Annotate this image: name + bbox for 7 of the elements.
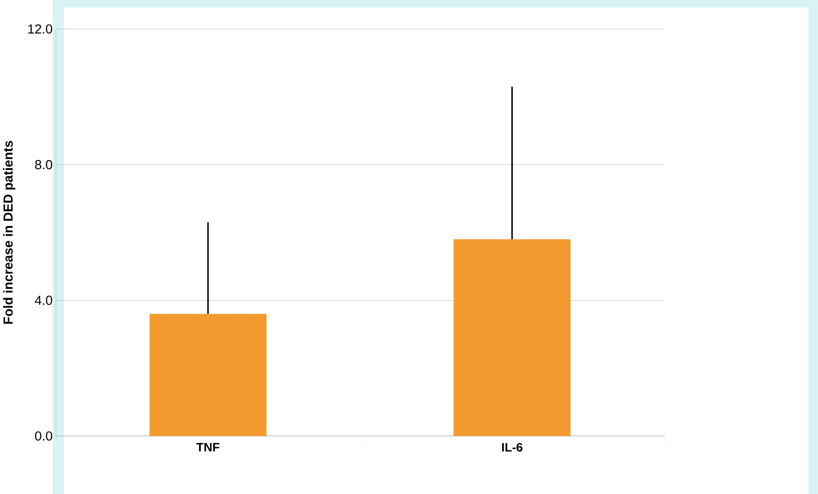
y-tick-label: 12.0: [28, 24, 52, 34]
x-tick-label: IL-6: [502, 443, 522, 452]
y-tick-label: 0.0: [35, 431, 52, 441]
x-tick-label: TNF: [196, 443, 220, 452]
y-tick-label: 8.0: [35, 160, 52, 170]
y-axis-title: Fold increase in DED patients: [3, 140, 16, 324]
y-tick-label: 4.0: [34, 296, 52, 305]
